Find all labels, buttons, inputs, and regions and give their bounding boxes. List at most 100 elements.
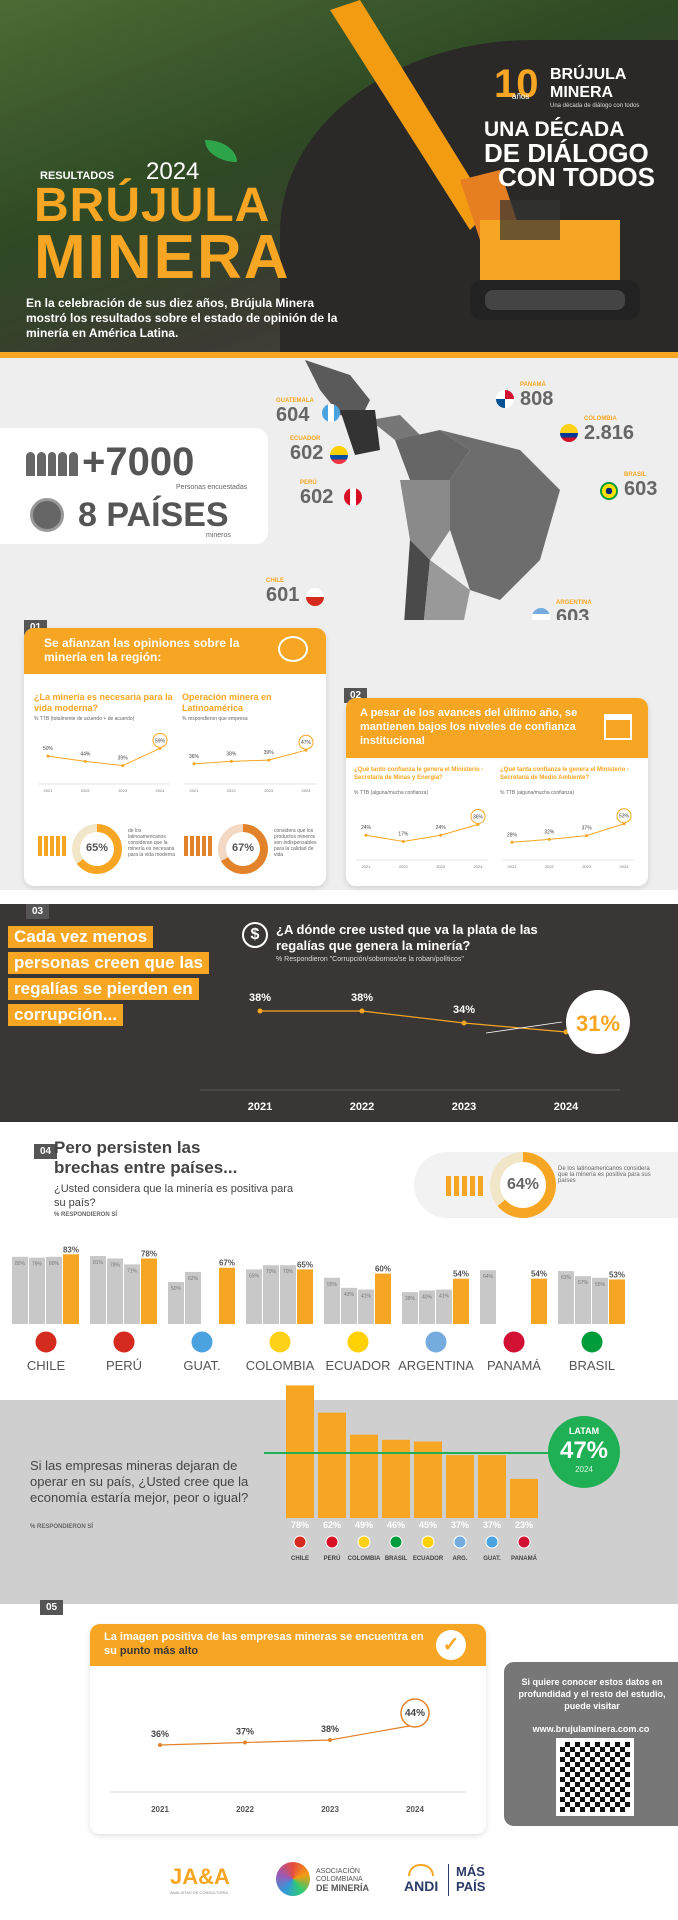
map-label-country: PANAMÁ	[520, 382, 546, 388]
map-label-country: PERÚ	[300, 480, 317, 486]
s03-headline-line: Cada vez menos	[8, 926, 154, 948]
data-label: 59%	[155, 738, 166, 744]
s05-title-part1: La imagen positiva de las empresas miner…	[104, 1631, 424, 1657]
highlight-label: 31%	[576, 1011, 620, 1036]
flag-colombia-icon	[560, 424, 578, 442]
bar-2024	[453, 1278, 469, 1324]
year-tick: 2024	[406, 1805, 424, 1814]
s03-headline: Cada vez menos personas creen que las re…	[8, 926, 209, 1026]
data-label: 80%	[15, 1261, 26, 1267]
data-label: 80%	[49, 1261, 60, 1267]
logo-tagline: Una década de diálogo con todos	[550, 103, 640, 109]
flag-brasil-icon	[600, 482, 618, 500]
data-point	[401, 840, 405, 844]
country-label: PANAMÁ	[511, 1555, 538, 1562]
line-series	[511, 823, 625, 843]
s02-left-chart: 24% 2021 17% 2022 24% 2023 36% 2024	[356, 808, 488, 869]
data-point	[229, 759, 233, 763]
jaa-logo-sub: ANALISTAS DE CONSULTORÍA	[170, 1890, 229, 1895]
maspais-logo-line2: PAÍS	[456, 1879, 486, 1894]
data-label: 41%	[439, 1294, 450, 1300]
s01-left-note: % TTB (totalmente de acuerdo + de acuerd…	[34, 716, 135, 722]
country-flag-icon	[453, 1535, 467, 1549]
bank-icon	[604, 714, 632, 740]
countries-value: 8 PAÍSES	[78, 496, 229, 534]
data-label: 44%	[80, 751, 91, 757]
data-label: 24%	[436, 825, 447, 831]
data-label: 50%	[171, 1286, 182, 1292]
data-point	[439, 833, 443, 837]
map-label-country: ECUADOR	[290, 436, 321, 442]
s04-summary-donut-hole	[500, 1162, 546, 1208]
map-label-country: COLOMBIA	[584, 416, 617, 422]
jaa-logo-text: JA&A	[170, 1864, 230, 1889]
line-series	[47, 747, 161, 767]
data-label: 38%	[226, 751, 237, 757]
data-label: 55%	[595, 1282, 606, 1288]
country-label: GUAT.	[483, 1556, 501, 1562]
highlight-circle	[298, 734, 314, 750]
data-label: 63%	[561, 1275, 572, 1281]
country-label: BRASIL	[569, 1358, 615, 1373]
map-label-chile: CHILE 601	[266, 578, 299, 607]
highlight-circle	[566, 990, 630, 1054]
data-point	[192, 762, 196, 766]
country-label: COLOMBIA	[348, 1556, 381, 1562]
line-series	[159, 1724, 416, 1746]
section-05-tag: 05	[40, 1600, 64, 1615]
logo-anniversary: 10	[494, 62, 539, 106]
bar	[286, 1385, 314, 1518]
data-label: 81%	[93, 1260, 104, 1266]
maspais-logo: MÁS PAÍS	[456, 1864, 485, 1894]
leaf-icon	[205, 140, 237, 162]
s02-left-title: ¿Qué tanto confianza le genera el Minist…	[354, 767, 484, 781]
map-label-ecuador: ECUADOR 602	[290, 436, 323, 465]
bar-2024	[141, 1258, 157, 1324]
line-series	[260, 1010, 567, 1033]
data-point	[364, 833, 368, 837]
s02-left-note: % TTB (alguna/mucha confianza)	[354, 790, 429, 796]
logo-name2: MINERA	[550, 84, 614, 101]
data-label: 44%	[405, 1708, 425, 1719]
data-label: 70%	[266, 1269, 277, 1275]
bar-previous	[358, 1289, 374, 1324]
data-label: 64%	[483, 1274, 494, 1280]
s04-summary-people-icon	[446, 1176, 484, 1196]
country-label: ARGENTINA	[398, 1358, 474, 1373]
s05-card: La imagen positiva de las empresas miner…	[90, 1624, 486, 1834]
data-label: 83%	[63, 1245, 79, 1254]
data-label: 78%	[141, 1249, 157, 1258]
country-label: ECUADOR	[325, 1358, 390, 1373]
jaa-logo: JA&A ANALISTAS DE CONSULTORÍA	[170, 1864, 230, 1895]
year-tick: 2021	[44, 788, 54, 793]
map-label-panama: PANAMÁ 808	[520, 382, 553, 411]
latam-label: LATAM	[568, 1426, 600, 1436]
s02-right-chart: 28% 2021 32% 2022 37% 2023 53% 2024	[502, 808, 634, 869]
data-label: 78%	[110, 1262, 121, 1268]
bar	[318, 1412, 346, 1518]
country-flag-icon	[268, 1330, 292, 1354]
year-tick: 2021	[190, 788, 200, 793]
year-tick: 2024	[554, 1101, 579, 1113]
bar-previous	[280, 1265, 296, 1324]
data-label: 60%	[375, 1265, 391, 1274]
data-label: 49%	[355, 1520, 373, 1530]
bar-2024	[531, 1278, 547, 1324]
year-tick: 2021	[151, 1805, 169, 1814]
brujula-logo: 10 años BRÚJULA MINERA Una década de diá…	[494, 62, 654, 114]
countries-label: mineros	[206, 532, 231, 539]
country-label: PANAMÁ	[487, 1358, 541, 1373]
s02-card-header	[346, 698, 648, 758]
data-label: 45%	[419, 1520, 437, 1530]
data-label: 36%	[473, 814, 484, 820]
data-label: 79%	[32, 1262, 43, 1268]
slogan-line3: CON TODOS	[498, 162, 655, 192]
country-flag-icon	[389, 1535, 403, 1549]
country-label: ECUADOR	[413, 1556, 444, 1562]
results-kicker: RESULTADOS	[40, 170, 115, 182]
s01-right-pct: 67%	[231, 842, 255, 854]
s04b-note: % RESPONDIERON SÍ	[30, 1524, 94, 1530]
globe-icon	[30, 498, 64, 532]
qr-code[interactable]	[556, 1738, 634, 1816]
data-label: 53%	[609, 1270, 625, 1279]
